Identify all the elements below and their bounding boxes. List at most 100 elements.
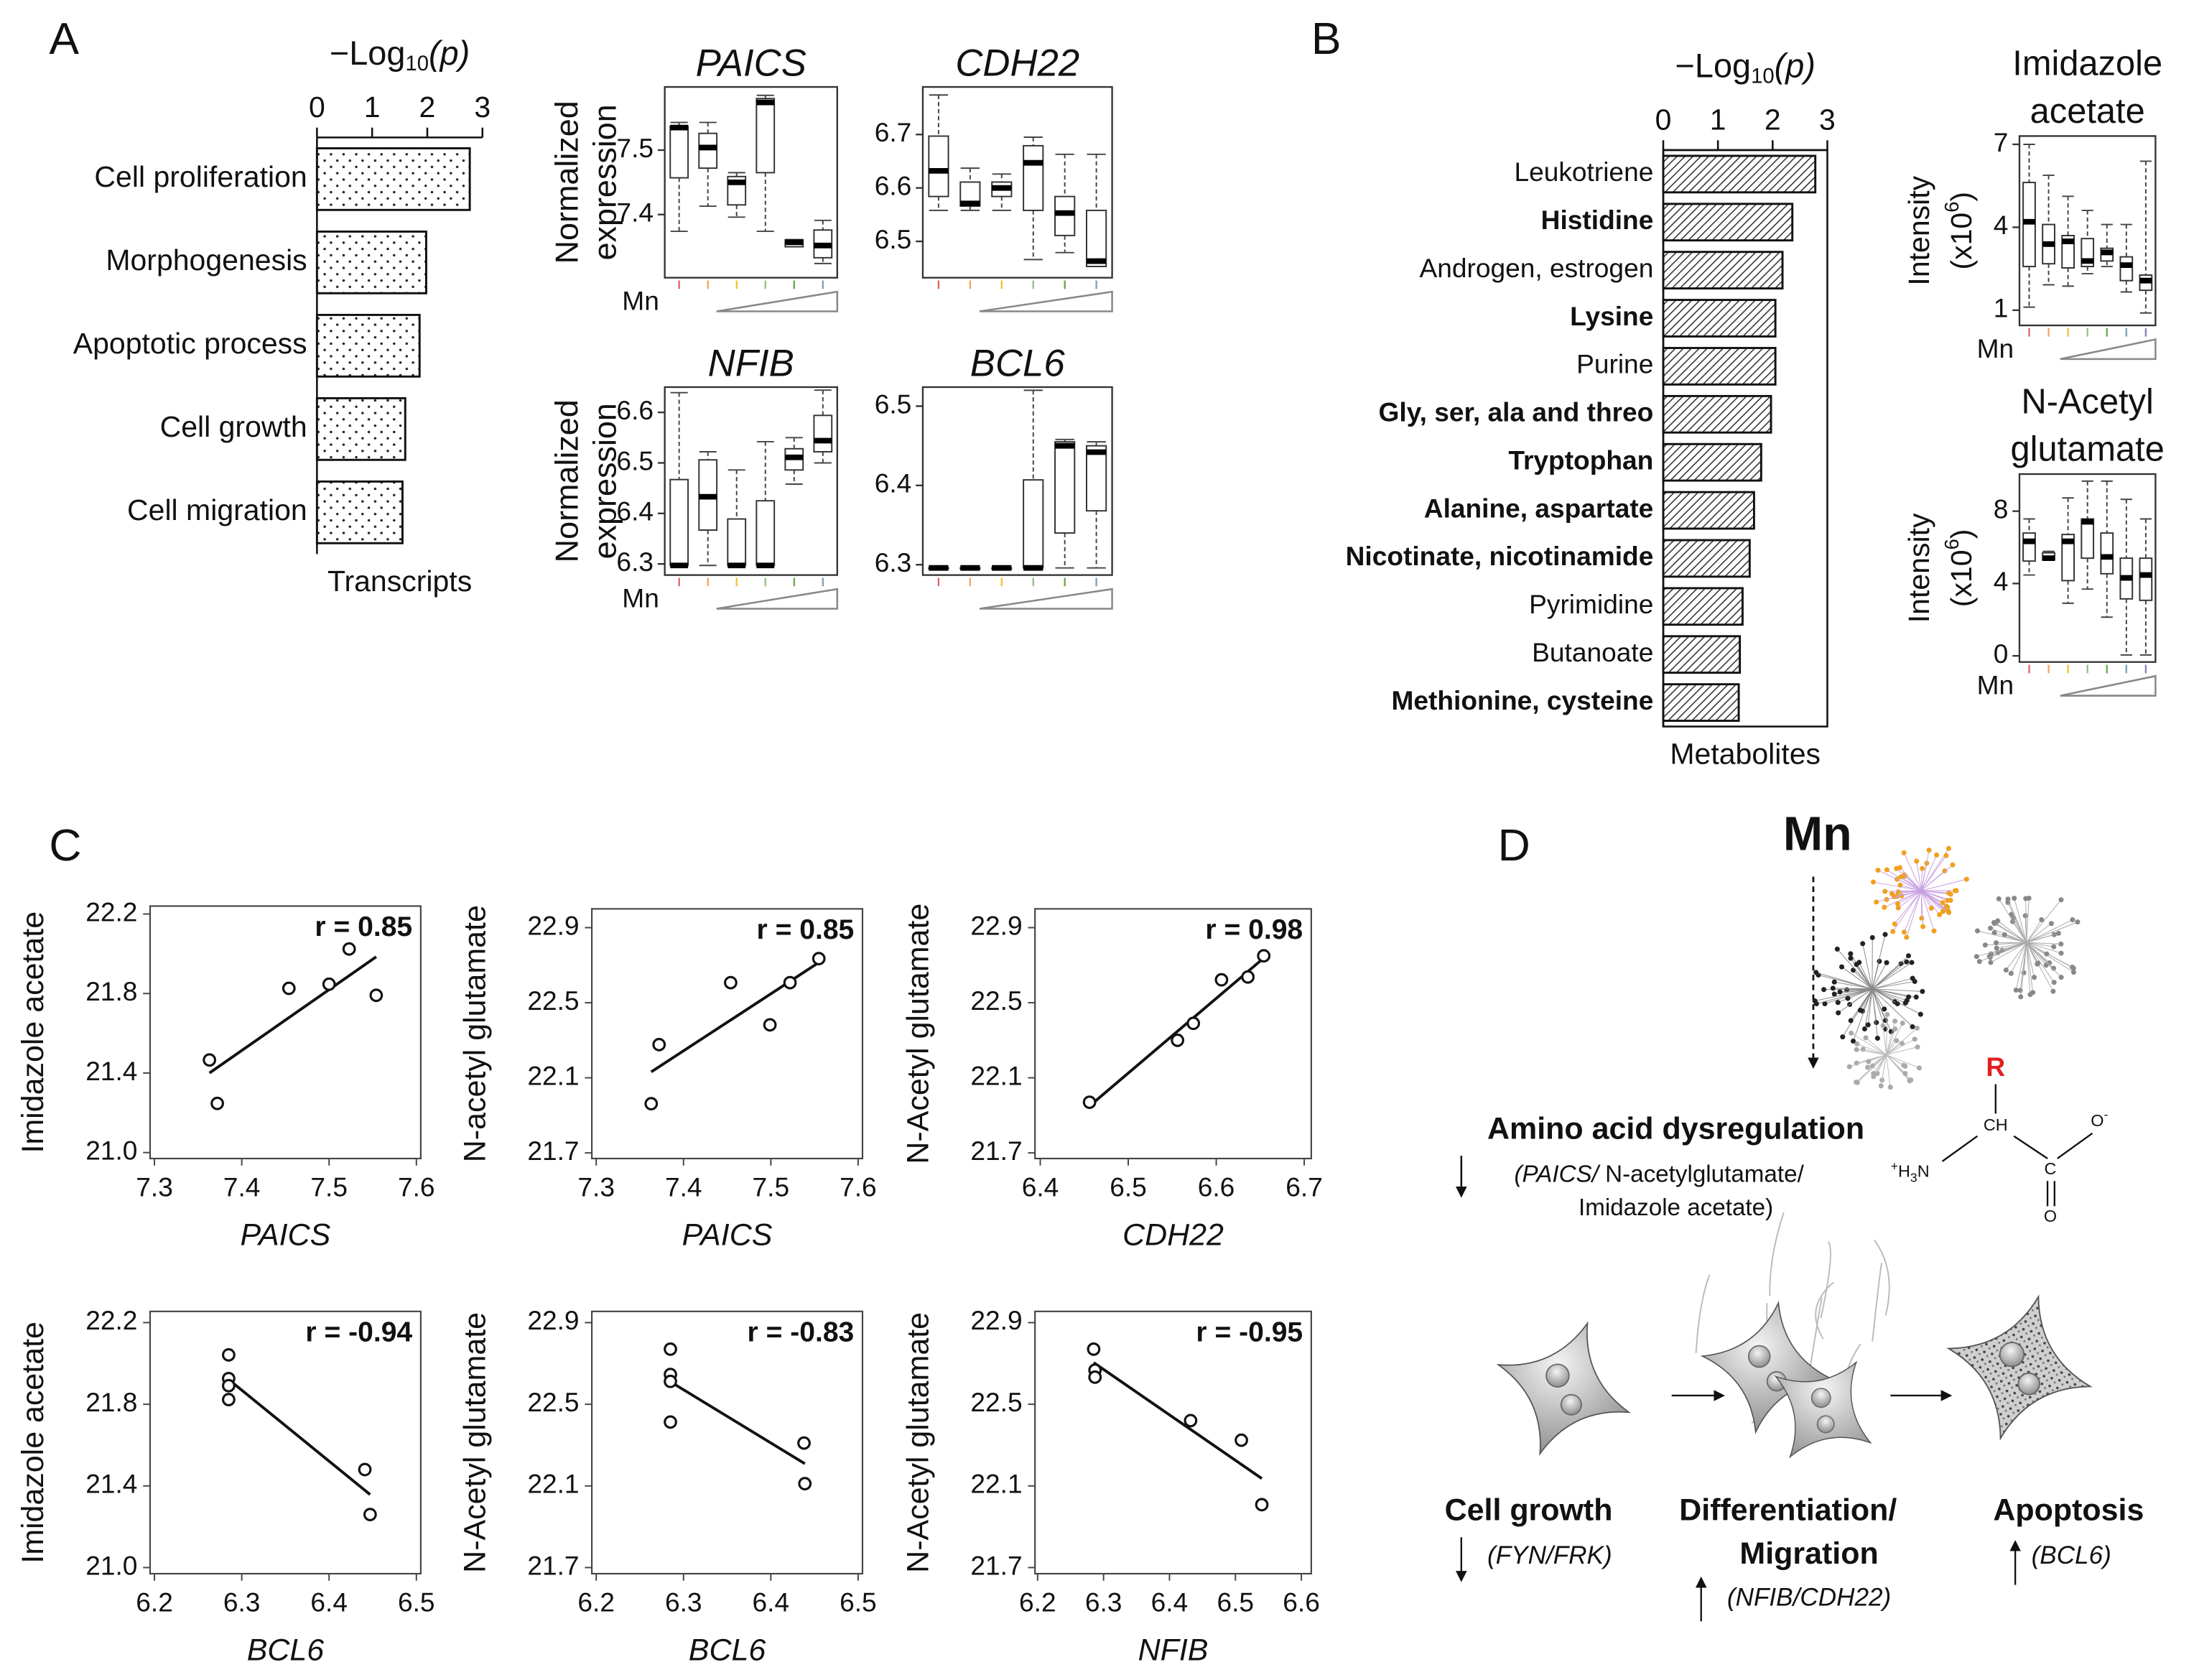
y-tick-label: 7.4 [616,198,654,228]
network-node [1920,924,1926,929]
box [1086,209,1107,267]
bar [1662,442,1762,482]
category-label: Cell growth [160,410,307,443]
bar [1662,587,1744,626]
network-edge [1994,922,2027,943]
network-edge [2026,942,2031,995]
network-node [1854,1046,1859,1052]
plot-frame [1034,908,1312,1160]
network-node [1834,946,1840,952]
bar [1662,203,1794,242]
x-tick-label: 3 [1819,103,1836,136]
network-node [2030,990,2036,996]
y-tick-label: 22.5 [527,1387,579,1417]
network-node [1913,994,1919,1000]
cell-body [1946,1294,2093,1441]
network-edge [2010,942,2027,974]
y-axis-label-part: ) [1945,192,1978,202]
network-edge [2026,942,2039,964]
x-tick-label: 6.4 [753,1587,790,1618]
point [652,1037,666,1052]
network-node [1976,959,1982,965]
y-tick-label: 7 [1994,127,2009,157]
network-node [1822,1001,1828,1006]
network-node [1882,904,1887,910]
x-axis-label: Mn [1977,333,2014,363]
category-label: Morphogenesis [106,243,307,277]
network-edge [1977,930,2027,943]
network-node [1994,945,1999,951]
point [724,975,738,990]
network-node [2035,960,2041,966]
x-tick-label: 7.5 [753,1172,790,1202]
network-node [2055,930,2061,936]
y-axis-label: N-Acetyl glutamate [901,904,935,1164]
stage-genes: (BCL6) [2032,1541,2111,1569]
cell-nucleus [2017,1372,2040,1396]
y-axis-label-part: (x10 [1945,213,1978,270]
network-node [1812,998,1818,1004]
y-tick-label: 22.9 [527,1305,579,1335]
source-label: Mn [1783,807,1852,860]
network-node [2022,913,2028,919]
network-node [1895,889,1901,895]
network-node [1916,1065,1922,1071]
network-node [1915,1044,1920,1050]
point [1214,973,1229,987]
x-tick-label: 7.4 [223,1172,261,1202]
network-node [1874,1035,1880,1041]
fit-line [669,1380,806,1465]
y-axis-label: (x106) [1940,529,1977,608]
network-edge [1851,1032,1887,1055]
network-edge [1864,988,1873,1029]
fit-line [1088,957,1265,1108]
y-tick-label: 22.1 [527,1060,579,1090]
y-axis-label-part: (x10 [1945,549,1978,607]
network-node [2075,919,2081,925]
cell-nucleus [1999,1342,2025,1368]
network-edge [1862,943,1873,989]
molecule-part: O [2091,1111,2103,1130]
network-node [1914,1025,1920,1031]
bond [2057,1132,2093,1159]
chart-title-part: (p) [1775,47,1816,85]
network-edge [1867,988,1873,1025]
x-axis-label: Metabolites [1670,737,1821,770]
annotation: r = -0.95 [1196,1317,1303,1347]
network-node [1988,960,1994,965]
x-tick-label: 6.3 [665,1587,702,1618]
cell-filament [1815,1281,1834,1340]
molecule-part: + [1891,1159,1898,1173]
effect-detail-part: N-acetylglutamate/ [1599,1161,1805,1187]
network-node [1940,900,1945,906]
cell-nucleus [1545,1363,1570,1388]
annotation: r = 0.85 [757,914,855,945]
network-node [1857,1008,1863,1013]
dose-ramp [979,588,1113,610]
box [669,125,689,179]
network-node [1854,1041,1860,1046]
point [282,981,296,996]
network-node [1894,1038,1900,1044]
point [664,1374,677,1388]
network-edge [1886,1014,1888,1055]
network-edge [2014,898,2027,943]
x-axis-label: Transcripts [327,565,472,598]
point [812,952,826,966]
network-edge [1920,855,1947,891]
point [369,988,383,1003]
network-node [2048,921,2054,927]
network-node [1950,862,1956,868]
box [2061,534,2075,582]
x-axis-label: PAICS [682,1218,773,1253]
molecule-amine: +H3N [1891,1159,1930,1184]
bar [1662,539,1751,578]
network-edge [1850,988,1873,1021]
network-edge [1886,1039,1915,1055]
x-tick-label: 6.5 [1110,1172,1147,1202]
network [1695,845,2081,1424]
y-tick-label: 6.4 [616,496,654,526]
stage-title: Cell growth [1445,1493,1613,1527]
network-node [1875,868,1881,873]
network-edge [1916,860,1922,891]
